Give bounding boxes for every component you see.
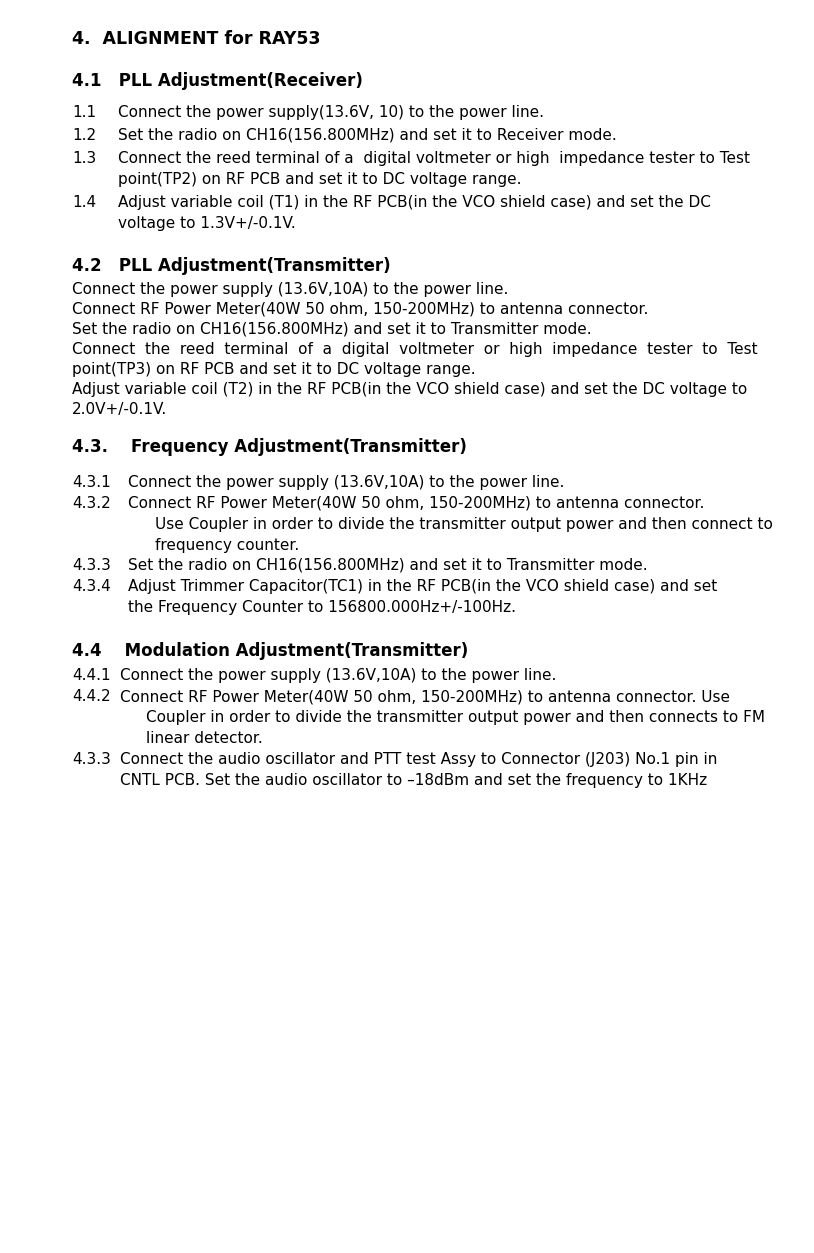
- Text: Set the radio on CH16(156.800MHz) and set it to Receiver mode.: Set the radio on CH16(156.800MHz) and se…: [118, 128, 617, 143]
- Text: Set the radio on CH16(156.800MHz) and set it to Transmitter mode.: Set the radio on CH16(156.800MHz) and se…: [72, 322, 592, 337]
- Text: 4.3.3: 4.3.3: [72, 558, 111, 573]
- Text: Connect the power supply (13.6V,10A) to the power line.: Connect the power supply (13.6V,10A) to …: [120, 668, 557, 683]
- Text: 1.4: 1.4: [72, 195, 96, 211]
- Text: Adjust Trimmer Capacitor(TC1) in the RF PCB(in the VCO shield case) and set: Adjust Trimmer Capacitor(TC1) in the RF …: [128, 579, 717, 594]
- Text: Connect RF Power Meter(40W 50 ohm, 150-200MHz) to antenna connector.: Connect RF Power Meter(40W 50 ohm, 150-2…: [72, 302, 649, 317]
- Text: Connect RF Power Meter(40W 50 ohm, 150-200MHz) to antenna connector.: Connect RF Power Meter(40W 50 ohm, 150-2…: [128, 496, 704, 511]
- Text: Connect the power supply (13.6V,10A) to the power line.: Connect the power supply (13.6V,10A) to …: [72, 282, 509, 297]
- Text: Connect the reed terminal of a  digital voltmeter or high  impedance tester to T: Connect the reed terminal of a digital v…: [118, 152, 750, 165]
- Text: point(TP3) on RF PCB and set it to DC voltage range.: point(TP3) on RF PCB and set it to DC vo…: [72, 362, 475, 377]
- Text: Adjust variable coil (T2) in the RF PCB(in the VCO shield case) and set the DC v: Adjust variable coil (T2) in the RF PCB(…: [72, 382, 747, 397]
- Text: voltage to 1.3V+/-0.1V.: voltage to 1.3V+/-0.1V.: [118, 216, 295, 231]
- Text: the Frequency Counter to 156800.000Hz+/-100Hz.: the Frequency Counter to 156800.000Hz+/-…: [128, 600, 516, 615]
- Text: CNTL PCB. Set the audio oscillator to –18dBm and set the frequency to 1KHz: CNTL PCB. Set the audio oscillator to –1…: [120, 773, 707, 788]
- Text: 4.1   PLL Adjustment(Receiver): 4.1 PLL Adjustment(Receiver): [72, 71, 363, 90]
- Text: 4.4    Modulation Adjustment(Transmitter): 4.4 Modulation Adjustment(Transmitter): [72, 642, 468, 660]
- Text: 1.1: 1.1: [72, 105, 96, 120]
- Text: Coupler in order to divide the transmitter output power and then connects to FM: Coupler in order to divide the transmitt…: [146, 710, 765, 725]
- Text: linear detector.: linear detector.: [146, 730, 263, 746]
- Text: Connect the audio oscillator and PTT test Assy to Connector (J203) No.1 pin in: Connect the audio oscillator and PTT tes…: [120, 752, 717, 767]
- Text: Connect the power supply (13.6V,10A) to the power line.: Connect the power supply (13.6V,10A) to …: [128, 475, 564, 490]
- Text: Set the radio on CH16(156.800MHz) and set it to Transmitter mode.: Set the radio on CH16(156.800MHz) and se…: [128, 558, 648, 573]
- Text: 4.4.1: 4.4.1: [72, 668, 111, 683]
- Text: 4.4.2: 4.4.2: [72, 689, 111, 704]
- Text: Adjust variable coil (T1) in the RF PCB(in the VCO shield case) and set the DC: Adjust variable coil (T1) in the RF PCB(…: [118, 195, 711, 211]
- Text: point(TP2) on RF PCB and set it to DC voltage range.: point(TP2) on RF PCB and set it to DC vo…: [118, 172, 522, 187]
- Text: Connect  the  reed  terminal  of  a  digital  voltmeter  or  high  impedance  te: Connect the reed terminal of a digital v…: [72, 342, 758, 357]
- Text: frequency counter.: frequency counter.: [155, 538, 300, 553]
- Text: 1.3: 1.3: [72, 152, 96, 165]
- Text: 1.2: 1.2: [72, 128, 96, 143]
- Text: 4.3.4: 4.3.4: [72, 579, 111, 594]
- Text: 4.3.    Frequency Adjustment(Transmitter): 4.3. Frequency Adjustment(Transmitter): [72, 439, 467, 456]
- Text: 4.  ALIGNMENT for RAY53: 4. ALIGNMENT for RAY53: [72, 30, 321, 48]
- Text: 4.3.3: 4.3.3: [72, 752, 111, 767]
- Text: 4.3.2: 4.3.2: [72, 496, 111, 511]
- Text: Connect RF Power Meter(40W 50 ohm, 150-200MHz) to antenna connector. Use: Connect RF Power Meter(40W 50 ohm, 150-2…: [120, 689, 730, 704]
- Text: Use Coupler in order to divide the transmitter output power and then connect to: Use Coupler in order to divide the trans…: [155, 517, 772, 533]
- Text: Connect the power supply(13.6V, 10) to the power line.: Connect the power supply(13.6V, 10) to t…: [118, 105, 544, 120]
- Text: 4.3.1: 4.3.1: [72, 475, 111, 490]
- Text: 2.0V+/-0.1V.: 2.0V+/-0.1V.: [72, 402, 167, 417]
- Text: 4.2   PLL Adjustment(Transmitter): 4.2 PLL Adjustment(Transmitter): [72, 257, 391, 274]
